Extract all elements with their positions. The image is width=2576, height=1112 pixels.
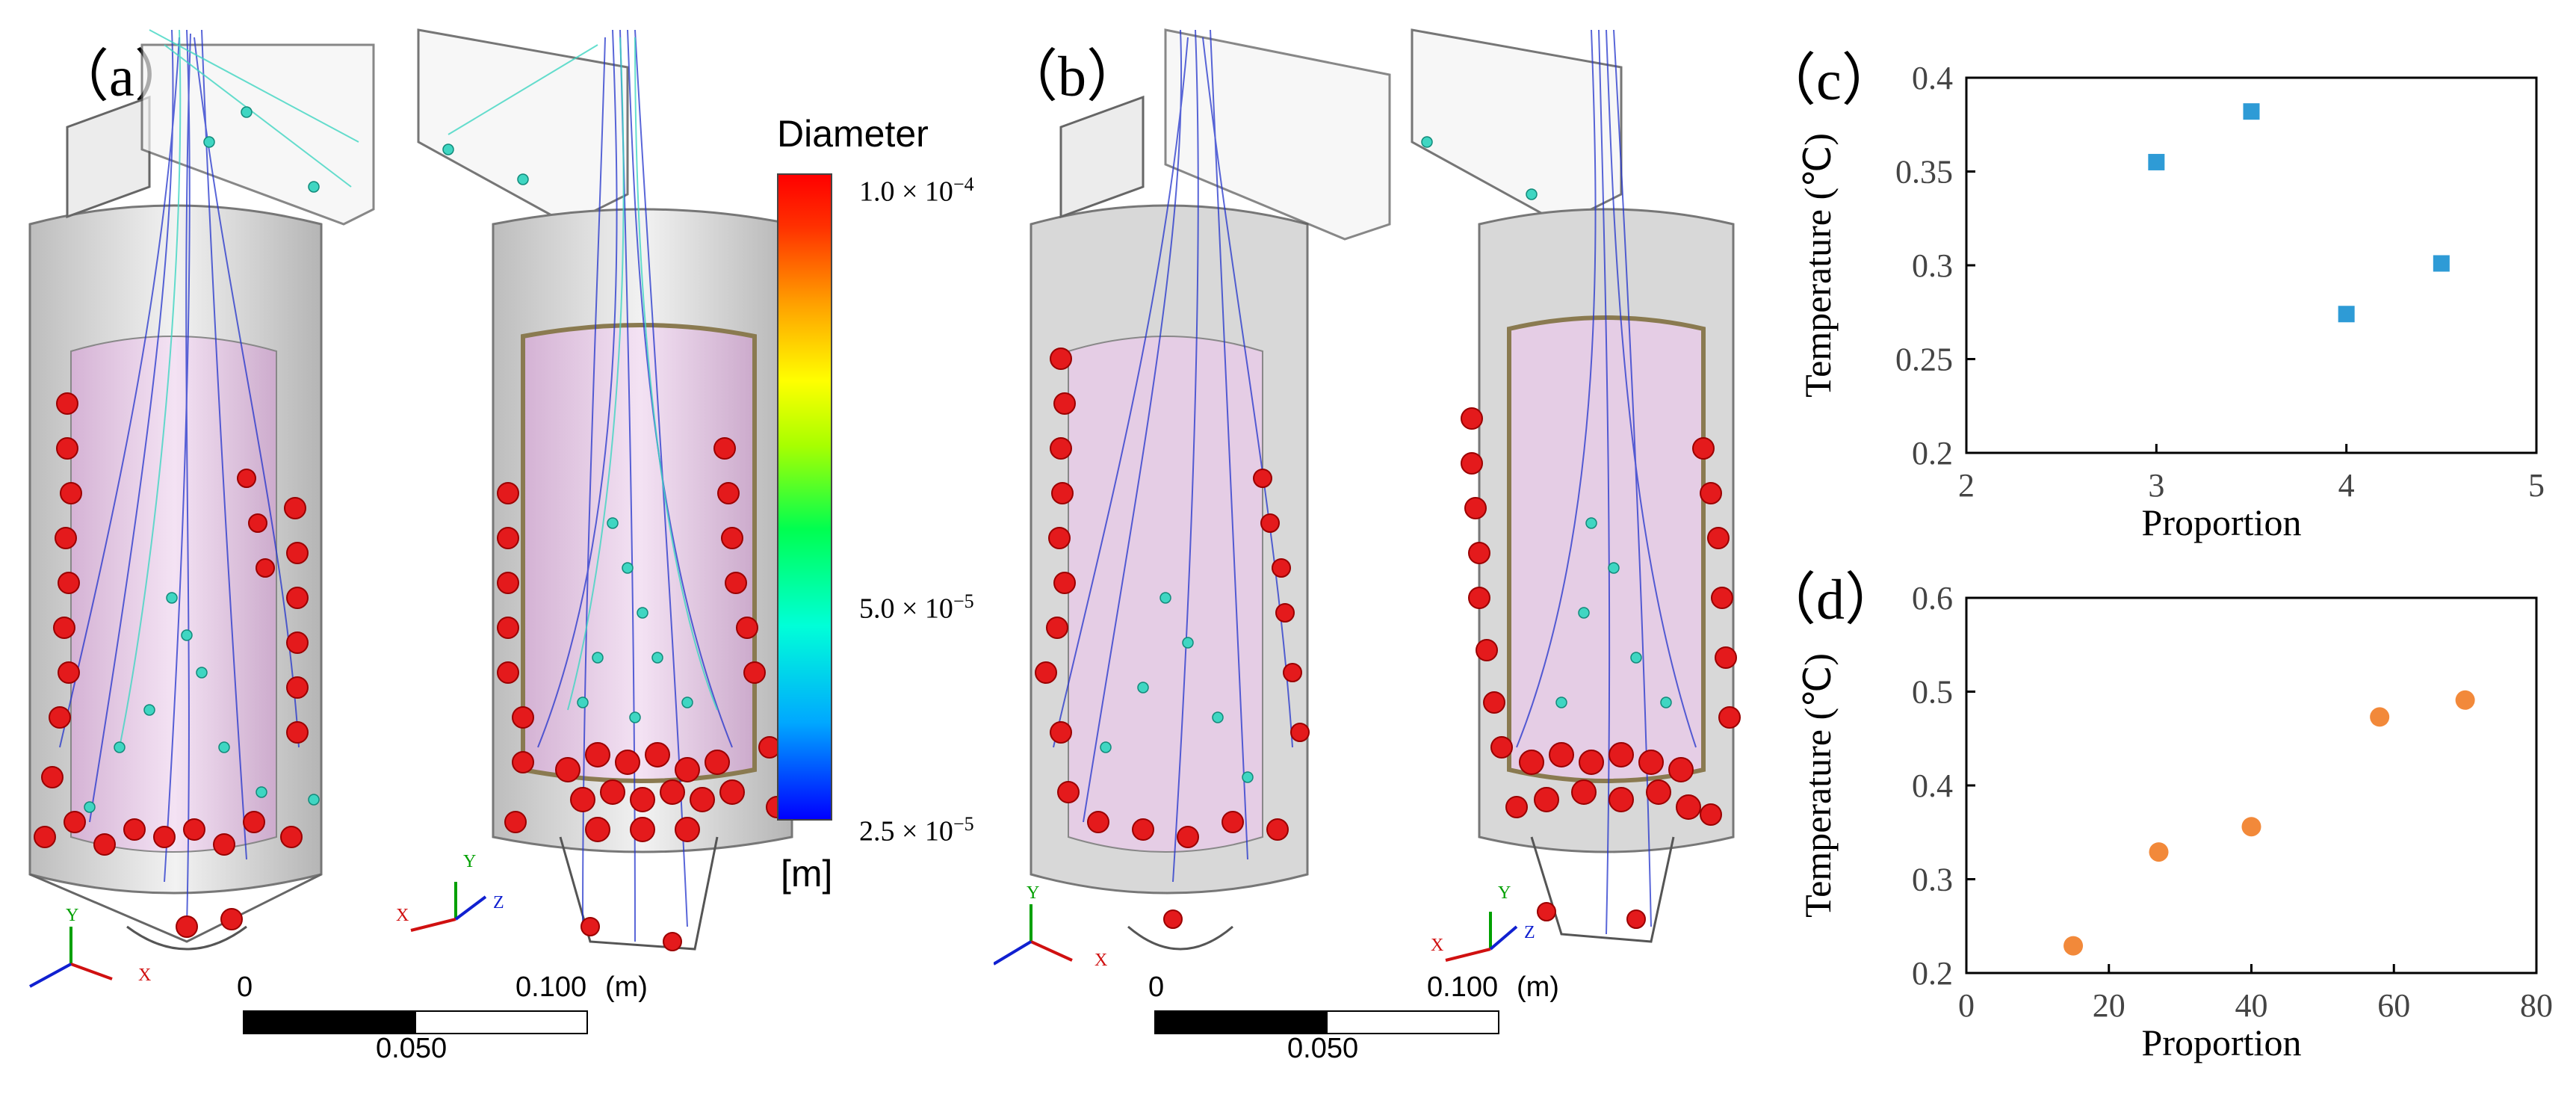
- reactor-geometry-right: [417, 28, 793, 951]
- panel-label-d: （d）: [1759, 569, 1901, 631]
- colorbar-mid-exponent: −5: [953, 590, 974, 612]
- y-tick-label: 0.2: [1912, 435, 1953, 472]
- axis-triad-a-left-x: X: [138, 966, 151, 985]
- colorbar-min-exponent: −5: [953, 813, 974, 835]
- particle-tracks-cyan: [119, 29, 718, 748]
- simulation-panel-b: X Y X Y Z: [994, 28, 1741, 970]
- scalebar-black-half: [1154, 1010, 1328, 1034]
- scalebar-mid: 0.050: [376, 1033, 448, 1064]
- plot-frame: [1965, 76, 2538, 454]
- colorbar-min-mantissa: 2.5 × 10: [859, 815, 953, 847]
- colorbar-unit: [m]: [781, 853, 833, 895]
- scalebar-mid: 0.050: [1287, 1033, 1359, 1064]
- colorbar-max-label: 1.0 × 10−4: [859, 173, 974, 208]
- axis-triad-a-left-y: Y: [66, 906, 78, 925]
- axis-triad-a-right-y: Y: [463, 852, 476, 871]
- x-tick-label: 4: [2338, 467, 2355, 504]
- x-axis-label: Proportion: [2142, 1022, 2302, 1063]
- y-tick-label: 0.3: [1912, 247, 1953, 284]
- y-tick-label: 0.3: [1912, 862, 1953, 898]
- scalebar-b: 0 0.100 (m) 0.050: [1148, 972, 1559, 1064]
- x-tick-label: 20: [2093, 987, 2125, 1024]
- data-point: [2433, 255, 2450, 272]
- axis-triad-b-right-y: Y: [1498, 883, 1511, 903]
- large-particles: [1035, 348, 1741, 929]
- scalebar-end: 0.100: [1427, 972, 1499, 1003]
- y-axis-label: Temperature (℃): [1797, 133, 1839, 398]
- axis-triad-a-right-z: Z: [493, 893, 504, 912]
- axis-triad-b-right: [1445, 912, 1518, 962]
- panel-label-b: （b）: [1001, 46, 1143, 108]
- y-tick-label: 0.4: [1912, 767, 1953, 804]
- plot-frame: [1965, 596, 2538, 974]
- data-point: [2063, 936, 2084, 956]
- panel-label-c: （c）: [1759, 49, 1898, 112]
- x-tick-label: 80: [2520, 987, 2553, 1024]
- axis-triad-a-left: [29, 927, 113, 988]
- x-tick-label: 40: [2235, 987, 2268, 1024]
- x-tick-label: 60: [2377, 987, 2410, 1024]
- axis-triad-b-left-y: Y: [1027, 883, 1039, 903]
- simulation-panel-a: X Y X Y Z: [28, 28, 793, 988]
- colorbar-min-label: 2.5 × 10−5: [859, 813, 974, 848]
- x-tick-label: 2: [1958, 467, 1975, 504]
- axis-triad-b-left: [994, 904, 1073, 966]
- axis-triad-a-right: [410, 882, 487, 932]
- colorbar-gradient: [777, 173, 832, 821]
- axis-triad-b-right-z: Z: [1524, 923, 1535, 942]
- reactor-geometry-right: [1411, 28, 1735, 943]
- axis-triad-a-right-x: X: [396, 906, 409, 925]
- data-point: [2370, 707, 2390, 727]
- large-particles: [34, 392, 788, 951]
- y-tick-label: 0.2: [1912, 955, 1953, 992]
- chart-c: 2 3 4 5 0.2 0.25 0.3 0.35 0.4 Proportion Temperatu…: [1797, 60, 2545, 543]
- scalebar-zero: 0: [1148, 972, 1165, 1003]
- scalebar-black-half: [243, 1010, 416, 1034]
- data-point: [2243, 103, 2260, 120]
- x-tick-label: 5: [2528, 467, 2545, 504]
- data-point: [2149, 842, 2169, 862]
- colorbar-max-mantissa: 1.0 × 10: [859, 176, 953, 208]
- y-tick-label: 0.35: [1895, 154, 1953, 191]
- colorbar-title: Diameter: [777, 113, 929, 155]
- y-tick-label: 0.6: [1912, 580, 1953, 617]
- small-particles: [84, 106, 693, 813]
- scalebar-unit: (m): [605, 972, 648, 1003]
- colorbar-mid-label: 5.0 × 10−5: [859, 590, 974, 626]
- particle-tracks: [1053, 29, 1697, 935]
- scalebar-white-half: [415, 1010, 588, 1034]
- small-particles: [1100, 136, 1672, 783]
- scalebar-end: 0.100: [515, 972, 587, 1003]
- x-tick-label: 3: [2148, 467, 2164, 504]
- scalebar-a: 0 0.100 (m) 0.050: [237, 972, 648, 1064]
- chart-d: 0 20 40 60 80 0.2 0.3 0.4 0.5 0.6 Proportion Temper…: [1797, 580, 2553, 1063]
- data-point: [2455, 690, 2475, 710]
- scalebar-unit: (m): [1517, 972, 1559, 1003]
- y-tick-label: 0.25: [1895, 342, 1953, 378]
- axis-triad-b-left-x: X: [1095, 951, 1107, 970]
- data-point: [2148, 153, 2165, 170]
- data-point: [2241, 817, 2261, 837]
- colorbar-mid-mantissa: 5.0 × 10: [859, 593, 953, 625]
- scalebar-white-half: [1326, 1010, 1499, 1034]
- axis-triad-b-right-x: X: [1431, 936, 1443, 955]
- y-tick-label: 0.4: [1912, 60, 1953, 96]
- y-tick-label: 0.5: [1912, 674, 1953, 711]
- x-axis-label: Proportion: [2142, 501, 2302, 543]
- data-point: [2338, 306, 2355, 323]
- scalebar-zero: 0: [237, 972, 253, 1003]
- colorbar-max-exponent: −4: [953, 173, 974, 195]
- y-axis-label: Temperature (℃): [1797, 653, 1839, 918]
- x-tick-label: 0: [1958, 987, 1975, 1024]
